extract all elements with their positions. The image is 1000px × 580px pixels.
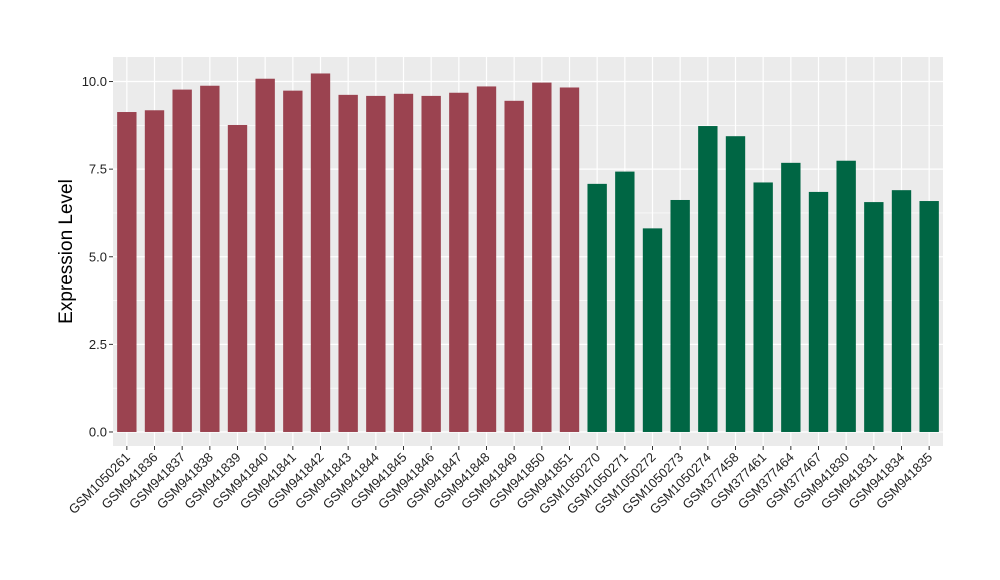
grid-minor [113,125,943,389]
y-axis: 0.0 2.5 5.0 7.5 10.0 [82,74,113,439]
bar-GSM1050273 [670,199,690,432]
bar-GSM1050271 [615,171,635,432]
y-axis-title: Expression Level [56,179,77,324]
bar-GSM941839 [227,124,248,432]
bar-GSM941841 [283,90,303,432]
bars [117,73,939,432]
bar-GSM941843 [338,94,358,432]
y-tick-label: 10.0 [82,74,107,89]
bar-GSM941835 [919,201,939,432]
bar-GSM377458 [725,136,746,432]
y-tick-label: 0.0 [89,424,107,439]
bar-GSM1050270 [587,183,607,432]
bar-GSM377467 [808,191,829,432]
bar-GSM941837 [172,89,192,432]
bar-GSM941846 [421,95,441,432]
y-tick-label: 5.0 [89,249,107,264]
bar-GSM941836 [144,110,165,432]
bar-GSM941842 [310,73,331,432]
bar-GSM941834 [891,190,912,432]
y-tick-label: 2.5 [89,337,107,352]
y-tick-label: 7.5 [89,162,107,177]
bar-GSM1050274 [698,126,718,432]
bar-GSM941850 [532,82,552,432]
bar-GSM941838 [200,85,220,432]
bar-GSM941847 [449,92,469,432]
bar-GSM941840 [255,78,275,432]
bar-GSM941844 [366,95,386,432]
bar-GSM941831 [864,202,884,432]
bar-GSM377461 [753,182,773,432]
x-axis: GSM1050261GSM941836GSM941837GSM941838GSM… [66,446,935,517]
bar-GSM941849 [504,100,524,432]
bar-GSM1050261 [117,112,137,432]
bar-GSM941830 [836,160,856,432]
plot-panel [113,57,943,446]
bar-GSM941845 [393,93,414,432]
bar-GSM377464 [781,162,801,432]
bar-GSM941848 [476,86,497,432]
bar-GSM941851 [559,87,580,432]
bar-GSM1050272 [642,228,663,432]
